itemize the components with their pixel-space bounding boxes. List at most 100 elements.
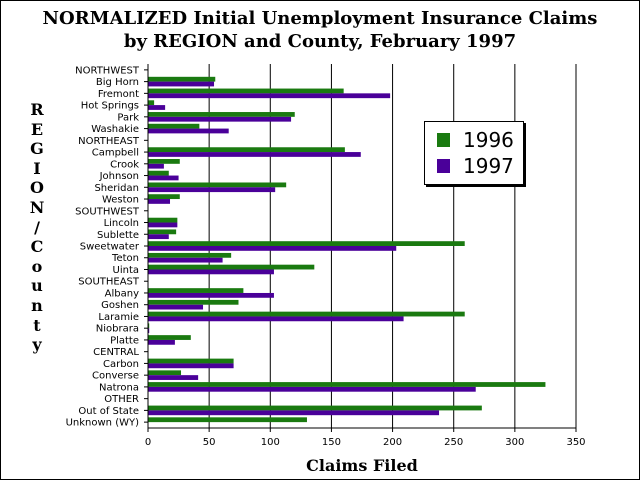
bar-1996	[148, 241, 465, 246]
legend-label-1997: 1997	[463, 154, 514, 178]
bar-1997	[148, 199, 171, 204]
x-tick-label: 250	[444, 437, 463, 448]
category-label: Johnson	[99, 171, 139, 182]
category-label: SOUTHEAST	[78, 277, 140, 288]
bar-1997	[148, 316, 404, 322]
bar-1997	[148, 410, 440, 416]
y-axis-label-char: /	[34, 217, 40, 237]
bar-1996	[148, 299, 239, 305]
category-label: NORTHEAST	[78, 136, 140, 147]
axes	[144, 64, 577, 432]
y-axis-label-char: o	[31, 256, 43, 276]
x-tick-label: 0	[145, 437, 151, 448]
bar-1996	[148, 335, 191, 340]
bar-1997	[148, 234, 169, 240]
category-label: Niobrara	[96, 324, 139, 335]
x-axis-label: Claims Filed	[306, 456, 418, 475]
bar-1996	[148, 382, 546, 387]
category-label: Hot Springs	[81, 101, 139, 112]
bar-1996	[148, 182, 287, 188]
category-label: OTHER	[104, 394, 139, 405]
bar-1997	[148, 152, 361, 157]
bar-1996	[148, 123, 200, 129]
y-axis-label-char: C	[30, 237, 44, 257]
legend-item-1996: 1996	[437, 128, 514, 152]
category-label: Teton	[111, 253, 139, 264]
bar-1996	[148, 159, 180, 164]
bar-1996	[148, 170, 169, 176]
bar-1997	[148, 187, 276, 193]
category-label: Park	[117, 112, 139, 123]
category-label: Sheridan	[94, 183, 139, 194]
category-label: Platte	[110, 335, 139, 346]
category-label: CENTRAL	[93, 347, 139, 358]
category-label: SOUTHWEST	[75, 206, 140, 217]
bar-1996	[148, 288, 244, 293]
y-axis-label-char: E	[30, 119, 44, 139]
category-label: NORTHWEST	[75, 65, 140, 76]
bar-1997	[148, 81, 215, 87]
bar-1997	[148, 93, 391, 99]
bar-1997	[148, 375, 199, 380]
category-label: Carbon	[103, 359, 139, 370]
y-axis-label-char: u	[31, 276, 43, 296]
bar-1997	[148, 328, 150, 333]
y-axis-label-char: G	[30, 139, 44, 159]
category-label: Unknown (WY)	[66, 418, 139, 429]
bar-1996	[148, 417, 307, 423]
bar-1996	[148, 147, 345, 153]
bar-1997	[148, 339, 175, 345]
category-label: Out of State	[78, 406, 139, 417]
category-label: Fremont	[98, 89, 139, 100]
bar-1996	[148, 88, 344, 94]
y-axis-label-char: O	[30, 178, 44, 198]
bar-1996	[148, 112, 295, 117]
y-axis-label-char: n	[31, 295, 43, 315]
x-tick-label: 100	[261, 437, 280, 448]
x-tick-label: 50	[203, 437, 216, 448]
legend-swatch-1997	[437, 159, 450, 173]
bar-1996	[148, 100, 155, 106]
category-label: Laramie	[98, 312, 139, 323]
y-axis-label-char: R	[30, 100, 44, 119]
bar-1997	[148, 363, 234, 369]
category-label: Sublette	[97, 230, 139, 241]
bar-1996	[148, 264, 315, 270]
category-label: Uinta	[113, 265, 139, 276]
category-label: Lincoln	[104, 218, 139, 229]
bar-1996	[148, 405, 482, 411]
x-tick-label: 200	[383, 437, 402, 448]
bar-1997	[148, 128, 229, 134]
bar-1997	[148, 222, 178, 228]
legend: 1996 1997	[424, 121, 524, 185]
y-axis-label-char: y	[32, 335, 42, 355]
bar-1996	[148, 217, 178, 223]
legend-swatch-1996	[437, 133, 450, 147]
bar-1997	[148, 269, 274, 275]
category-label: Big Horn	[96, 77, 139, 88]
chart-title: NORMALIZED Initial Unemployment Insuranc…	[42, 8, 598, 29]
bar-1996	[148, 311, 465, 317]
legend-label-1996: 1996	[463, 128, 514, 152]
category-label: Weston	[102, 195, 139, 206]
category-label: Crook	[110, 159, 139, 170]
category-label: Converse	[92, 371, 139, 382]
bar-1997	[148, 116, 292, 122]
bar-1996	[148, 229, 177, 235]
bar-1996	[148, 194, 180, 200]
bar-1997	[148, 257, 223, 263]
category-label: Albany	[105, 288, 139, 299]
bar-1996	[148, 323, 150, 329]
category-label: Sweetwater	[80, 242, 140, 253]
bar-1997	[148, 386, 476, 392]
bar-1997	[148, 175, 179, 181]
y-axis-label-char: I	[33, 158, 41, 178]
bars	[148, 76, 546, 423]
bar-1996	[148, 252, 232, 258]
bar-1997	[148, 304, 204, 310]
bar-1997	[148, 105, 166, 110]
